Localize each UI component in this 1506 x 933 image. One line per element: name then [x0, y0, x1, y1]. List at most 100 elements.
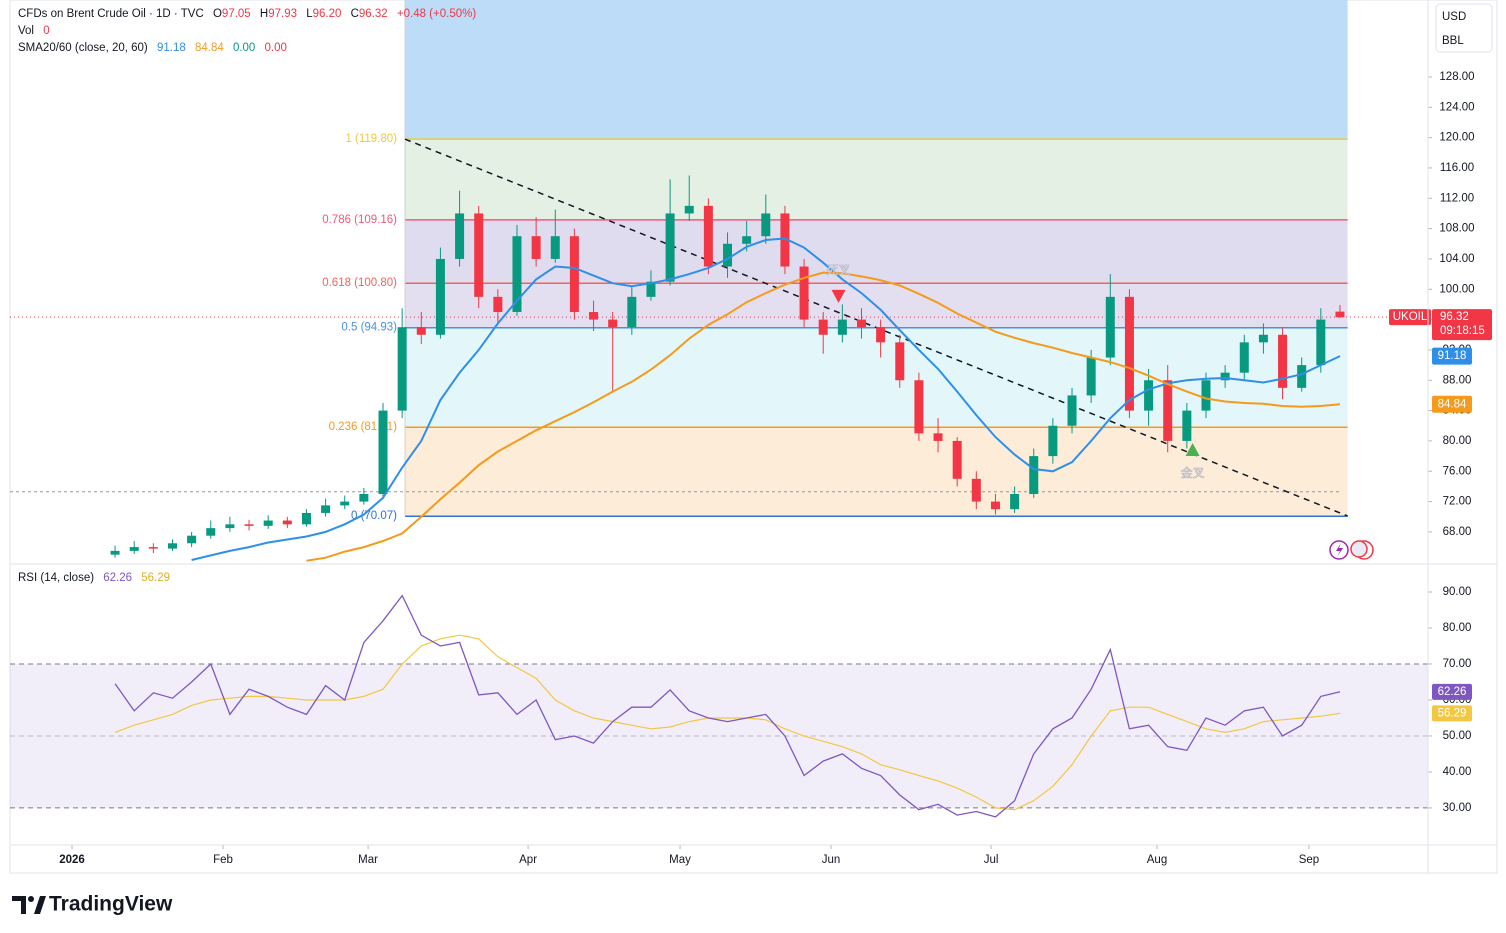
rsi-ma-value: 56.29: [141, 572, 171, 584]
rsi-ma-badge-bg: [1432, 705, 1472, 722]
candle-body: [359, 493, 369, 502]
brand-logo: [12, 896, 46, 914]
fib-zone: [405, 139, 1348, 220]
ohlc-label: H: [259, 8, 269, 20]
fib-label: 1 (119.80): [345, 133, 397, 145]
ohlc-value: 96.32: [358, 8, 388, 20]
candle-body: [1010, 493, 1020, 510]
rsi-label: RSI (14, close): [18, 572, 95, 584]
sma-extra: 0.00: [232, 42, 256, 54]
rsi-tick-label: 70.00: [1443, 658, 1472, 670]
brand-name: TradingView: [49, 893, 173, 916]
ohlc-label: C: [350, 8, 359, 20]
candle-body: [493, 296, 503, 313]
rsi-band-fill: [10, 663, 1428, 808]
candle-body: [340, 501, 350, 506]
rsi-badge-bg: [1432, 683, 1472, 700]
candle-body: [321, 505, 331, 513]
candle-body: [646, 281, 656, 297]
candle-body: [474, 213, 484, 297]
x-tick-label: Jul: [984, 854, 999, 866]
y-tick-label: 80.00: [1443, 435, 1472, 447]
candle-body: [187, 535, 197, 544]
sma-badge: 84.84: [1438, 398, 1467, 410]
candle-body: [1067, 395, 1077, 426]
sma20-value: 91.18: [156, 42, 186, 54]
y-tick-label: 120.00: [1439, 132, 1474, 144]
candle-body: [282, 520, 292, 525]
candle-body: [818, 319, 828, 335]
fib-label: 0.5 (94.93): [341, 322, 397, 334]
fib-zone: [405, 219, 1348, 284]
ohlc-value: 96.20: [312, 8, 342, 20]
rsi-badge: 62.26: [1438, 686, 1467, 698]
candle-body: [703, 205, 713, 267]
fib-label: 0 (70.07): [351, 510, 397, 522]
candle-body: [1239, 342, 1249, 373]
candle-body: [856, 319, 866, 328]
signal-marker: [1185, 443, 1200, 457]
sma-badge-bg: [1432, 395, 1472, 413]
y-tick-label: 104.00: [1439, 253, 1474, 265]
candle-body: [1220, 372, 1230, 381]
candle-body: [952, 440, 962, 479]
ohlc-label: L: [306, 8, 313, 20]
sma60-value: 84.84: [194, 42, 224, 54]
candle-body: [1105, 296, 1115, 358]
candle-body: [1124, 296, 1134, 411]
signal-label: 死叉: [827, 263, 851, 277]
ohlc-value: 97.05: [221, 8, 251, 20]
candle-body: [990, 501, 1000, 510]
y-tick-label: 100.00: [1439, 283, 1474, 295]
candle-body: [416, 327, 426, 335]
candle-body: [837, 319, 847, 335]
candle-body: [378, 410, 388, 494]
candle-body: [206, 528, 216, 536]
fib-zone: [405, 0, 1348, 140]
candle-body: [1258, 334, 1268, 343]
sma-extra: 0.00: [264, 42, 287, 54]
y-tick-label: 124.00: [1439, 101, 1474, 113]
candle-body: [550, 236, 560, 259]
candle-body: [684, 205, 694, 214]
candle-body: [742, 236, 752, 244]
economic-event-icon[interactable]: [1350, 540, 1368, 558]
candle-body: [1201, 380, 1211, 411]
candle-body: [1297, 365, 1307, 388]
sma-legend: SMA20/60 (close, 20, 60) 91.18 84.84 0.0…: [18, 40, 287, 56]
candle-body: [1086, 357, 1096, 396]
candle-body: [1182, 410, 1192, 441]
y-tick-label: 72.00: [1443, 496, 1472, 508]
x-tick-label: Aug: [1147, 854, 1167, 866]
rsi-pane: [10, 594, 1428, 818]
candle-body: [569, 236, 579, 313]
candle-body: [1029, 456, 1039, 494]
x-tick-label: Jun: [822, 854, 841, 866]
fib-label: 0.786 (109.16): [322, 214, 397, 226]
unit-box[interactable]: [1435, 3, 1493, 53]
symbol-badge: UKOIL: [1393, 311, 1428, 323]
currency: USD: [1442, 11, 1466, 23]
candle-body: [1048, 425, 1058, 457]
y-tick-label: 88.00: [1443, 374, 1472, 386]
rsi-ma-badge: 56.29: [1438, 707, 1467, 719]
candle-body: [148, 547, 158, 549]
candle-body: [512, 236, 522, 313]
candle-body: [723, 243, 733, 267]
candle-body: [876, 327, 886, 343]
candle-body: [799, 266, 809, 320]
candle-body: [589, 312, 599, 320]
candle-body: [225, 524, 235, 529]
candle-body: [627, 296, 637, 328]
candle-body: [435, 258, 445, 335]
rsi-ma-line: [114, 634, 1341, 811]
candle-body: [110, 550, 120, 555]
candle-body: [1163, 380, 1173, 441]
candle-body: [895, 342, 905, 381]
y-tick-label: 76.00: [1443, 465, 1472, 477]
price-badge: 96.32: [1440, 311, 1469, 323]
candle-body: [914, 380, 924, 434]
x-tick-label: Mar: [358, 854, 378, 866]
sma-badge: 91.18: [1438, 350, 1467, 362]
rsi-tick-label: 90.00: [1443, 586, 1472, 598]
